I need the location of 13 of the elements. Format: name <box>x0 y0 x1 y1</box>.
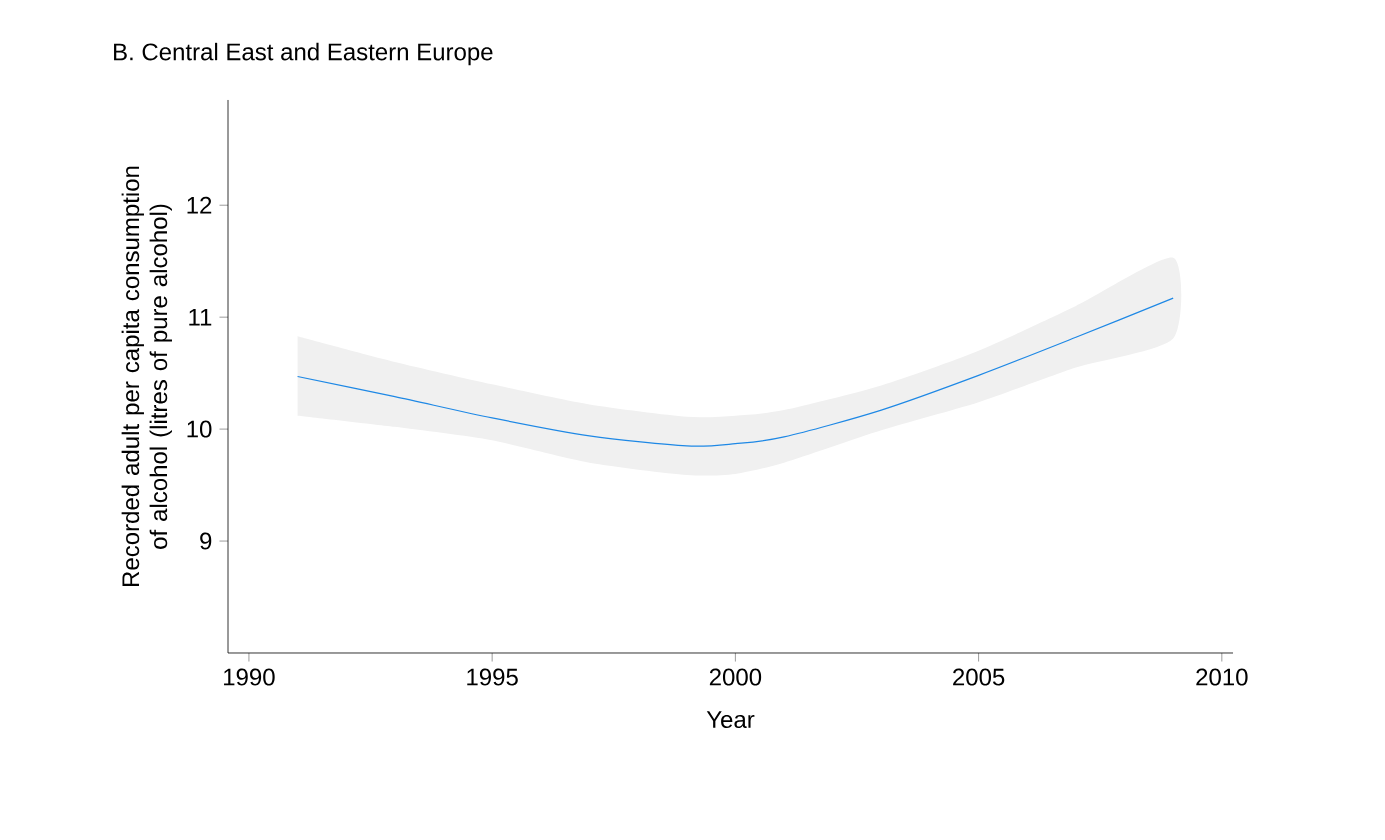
y-tick-label: 9 <box>200 532 212 550</box>
x-tick-label: 1990 <box>224 668 275 686</box>
chart-title: B. Central East and Eastern Europe <box>114 42 493 66</box>
x-axis-title: Year <box>706 711 755 729</box>
x-tick-label: 1995 <box>467 668 518 686</box>
x-tick-label: 2010 <box>1196 668 1248 686</box>
y-tick-label: 12 <box>187 196 212 214</box>
x-tick-label: 2005 <box>953 668 1005 686</box>
y-axis-title: Recorded adult per capita consumption of alcohol (litres of pure alcohol) <box>121 166 172 586</box>
line-series <box>296 297 1174 447</box>
x-tick-label: 2000 <box>709 668 762 686</box>
y-tick-label: 11 <box>189 308 212 326</box>
y-tick-label: 10 <box>187 420 212 438</box>
